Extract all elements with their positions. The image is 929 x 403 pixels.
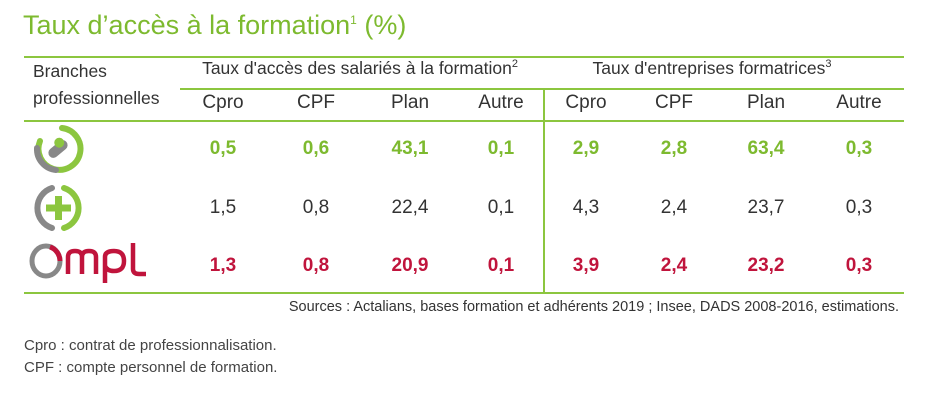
cell-cpro-salaries: 1,5: [209, 197, 237, 218]
rule-top: [24, 56, 904, 58]
col-header-plan-2: Plan: [746, 92, 786, 113]
cell-plan-entreprises: 23,7: [747, 197, 785, 218]
col-header-cpf-1: CPF: [297, 92, 335, 113]
col-header-autre-1: Autre: [478, 92, 524, 113]
cell-autre-entreprises: 0,3: [845, 138, 873, 159]
cell-autre-entreprises: 0,3: [845, 255, 873, 276]
cell-plan-entreprises: 63,4: [747, 138, 785, 159]
cell-cpro-entreprises: 4,3: [572, 197, 600, 218]
cell-cpf-salaries: 0,6: [302, 138, 330, 159]
group-header-entreprises-mark: 3: [825, 58, 832, 71]
footnote-cpf: CPF : compte personnel de formation.: [24, 359, 278, 376]
cell-plan-salaries: 22,4: [391, 197, 429, 218]
rule-header-bottom: [24, 120, 904, 122]
title-text: Taux d’accès à la formation: [23, 10, 351, 40]
cell-plan-salaries: 20,9: [391, 255, 429, 276]
col-header-cpro-1: Cpro: [202, 92, 244, 113]
cell-cpf-entreprises: 2,4: [660, 197, 688, 218]
cell-autre-salaries: 0,1: [487, 138, 515, 159]
cell-cpro-entreprises: 3,9: [572, 255, 600, 276]
col-header-cpro-2: Cpro: [565, 92, 607, 113]
sources-note: Sources : Actalians, bases formation et …: [288, 299, 899, 315]
group-header-entreprises-text: Taux d'entreprises formatrices: [592, 58, 826, 78]
title-unit: (%): [356, 10, 407, 40]
title-footnote-mark: 1: [350, 13, 357, 27]
cell-plan-entreprises: 23,2: [747, 255, 785, 276]
rule-bottom: [24, 292, 904, 294]
rule-subheader: [180, 88, 904, 90]
cell-plan-salaries: 43,1: [391, 138, 429, 159]
page-title: Taux d’accès à la formation1 (%): [23, 10, 406, 41]
footnote-cpro: Cpro : contrat de professionnalisation.: [24, 337, 277, 354]
pharmacy-capsule-logo: [34, 125, 84, 173]
cell-cpro-entreprises: 2,9: [572, 138, 600, 159]
group-header-salaries-text: Taux d'accès des salariés à la formation: [202, 58, 512, 78]
cell-cpf-salaries: 0,8: [302, 197, 330, 218]
group-header-salaries-mark: 2: [511, 58, 518, 71]
cell-autre-salaries: 0,1: [487, 197, 515, 218]
group-header-salaries: Taux d'accès des salariés à la formation…: [180, 58, 540, 79]
col-header-plan-1: Plan: [390, 92, 430, 113]
cell-cpf-entreprises: 2,4: [660, 255, 688, 276]
branch-header-line1: Branches: [33, 61, 107, 81]
group-header-entreprises: Taux d'entreprises formatrices3: [562, 58, 862, 79]
branch-header-line2: professionnelles: [33, 88, 160, 108]
ompl-logo: [29, 243, 146, 283]
green-cross-logo: [34, 185, 82, 231]
cell-cpro-salaries: 0,5: [209, 138, 237, 159]
cell-cpf-entreprises: 2,8: [660, 138, 688, 159]
cell-cpro-salaries: 1,3: [209, 255, 237, 276]
col-header-cpf-2: CPF: [655, 92, 693, 113]
cell-autre-salaries: 0,1: [487, 255, 515, 276]
cell-autre-entreprises: 0,3: [845, 197, 873, 218]
branch-header: Branches professionnelles: [33, 58, 159, 112]
cell-cpf-salaries: 0,8: [302, 255, 330, 276]
rule-group-divider: [543, 88, 545, 292]
col-header-autre-2: Autre: [836, 92, 882, 113]
